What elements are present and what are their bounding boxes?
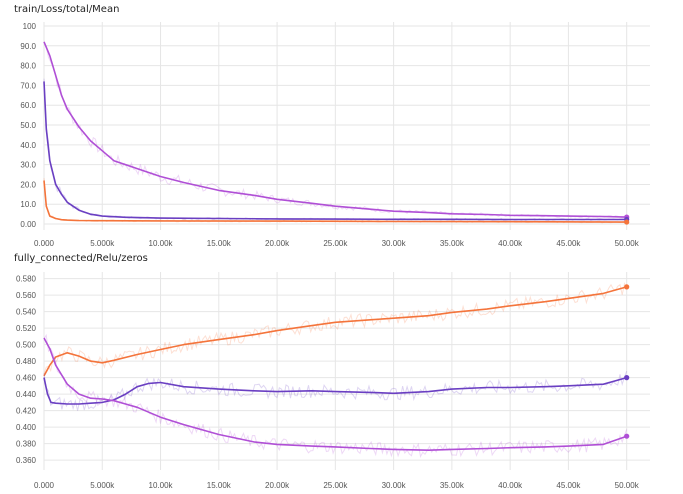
x-tick-label: 5.000k bbox=[90, 239, 115, 248]
y-tick-label: 60.0 bbox=[20, 101, 36, 110]
y-tick-label: 70.0 bbox=[20, 81, 36, 90]
y-tick-label: 0.440 bbox=[16, 390, 37, 399]
chart-title-relu-zeros: fully_connected/Relu/zeros bbox=[14, 253, 148, 264]
x-tick-label: 45.00k bbox=[556, 239, 581, 248]
x-tick-label: 30.00k bbox=[382, 481, 407, 490]
y-tick-label: 0.380 bbox=[16, 440, 37, 449]
y-tick-label: 0.580 bbox=[16, 275, 37, 284]
y-tick-label: 50.0 bbox=[20, 121, 36, 130]
x-tick-label: 50.00k bbox=[615, 481, 640, 490]
series-raw-trace bbox=[43, 371, 628, 411]
y-tick-label: 0.400 bbox=[16, 423, 37, 432]
y-tick-label: 0.360 bbox=[16, 456, 37, 465]
y-tick-label: 0.500 bbox=[16, 341, 37, 350]
y-tick-label: 0.460 bbox=[16, 374, 37, 383]
y-tick-label: 40.0 bbox=[20, 141, 36, 150]
chart-title-loss: train/Loss/total/Mean bbox=[14, 4, 120, 15]
x-tick-label: 40.00k bbox=[498, 481, 523, 490]
x-tick-label: 40.00k bbox=[498, 239, 523, 248]
y-tick-label: 20.0 bbox=[20, 180, 36, 189]
x-tick-label: 0.000 bbox=[34, 239, 55, 248]
y-tick-label: 30.0 bbox=[20, 161, 36, 170]
x-tick-label: 5.000k bbox=[90, 481, 115, 490]
y-tick-label: 0.00 bbox=[20, 220, 36, 229]
x-tick-label: 15.00k bbox=[207, 481, 232, 490]
series-end-point bbox=[624, 375, 630, 381]
series-end-point bbox=[624, 433, 630, 439]
series-line bbox=[43, 81, 627, 221]
x-tick-label: 25.00k bbox=[323, 481, 348, 490]
y-tick-label: 10.0 bbox=[20, 200, 36, 209]
x-tick-label: 20.00k bbox=[265, 481, 290, 490]
series-line bbox=[43, 180, 627, 223]
y-tick-label: 0.420 bbox=[16, 407, 37, 416]
series-line bbox=[43, 376, 627, 405]
x-tick-label: 25.00k bbox=[323, 239, 348, 248]
y-tick-label: 0.520 bbox=[16, 324, 37, 333]
series-line bbox=[43, 41, 627, 218]
y-tick-label: 80.0 bbox=[20, 62, 36, 71]
x-tick-label: 45.00k bbox=[556, 481, 581, 490]
series-end-point bbox=[624, 284, 630, 290]
y-tick-label: 0.540 bbox=[16, 308, 37, 317]
x-tick-label: 35.00k bbox=[440, 239, 465, 248]
y-tick-label: 0.480 bbox=[16, 357, 37, 366]
series-end-point bbox=[624, 219, 630, 225]
x-tick-label: 20.00k bbox=[265, 239, 290, 248]
x-tick-label: 35.00k bbox=[440, 481, 465, 490]
y-tick-label: 90.0 bbox=[20, 42, 36, 51]
series-raw-trace bbox=[43, 282, 628, 375]
y-tick-label: 100 bbox=[23, 22, 37, 31]
x-tick-label: 50.00k bbox=[615, 239, 640, 248]
x-tick-label: 10.00k bbox=[149, 239, 174, 248]
x-tick-label: 30.00k bbox=[382, 239, 407, 248]
y-tick-label: 0.560 bbox=[16, 291, 37, 300]
series-line bbox=[43, 286, 627, 377]
series-line bbox=[43, 337, 627, 451]
x-tick-label: 0.000 bbox=[34, 481, 55, 490]
x-tick-label: 10.00k bbox=[149, 481, 174, 490]
x-tick-label: 15.00k bbox=[207, 239, 232, 248]
